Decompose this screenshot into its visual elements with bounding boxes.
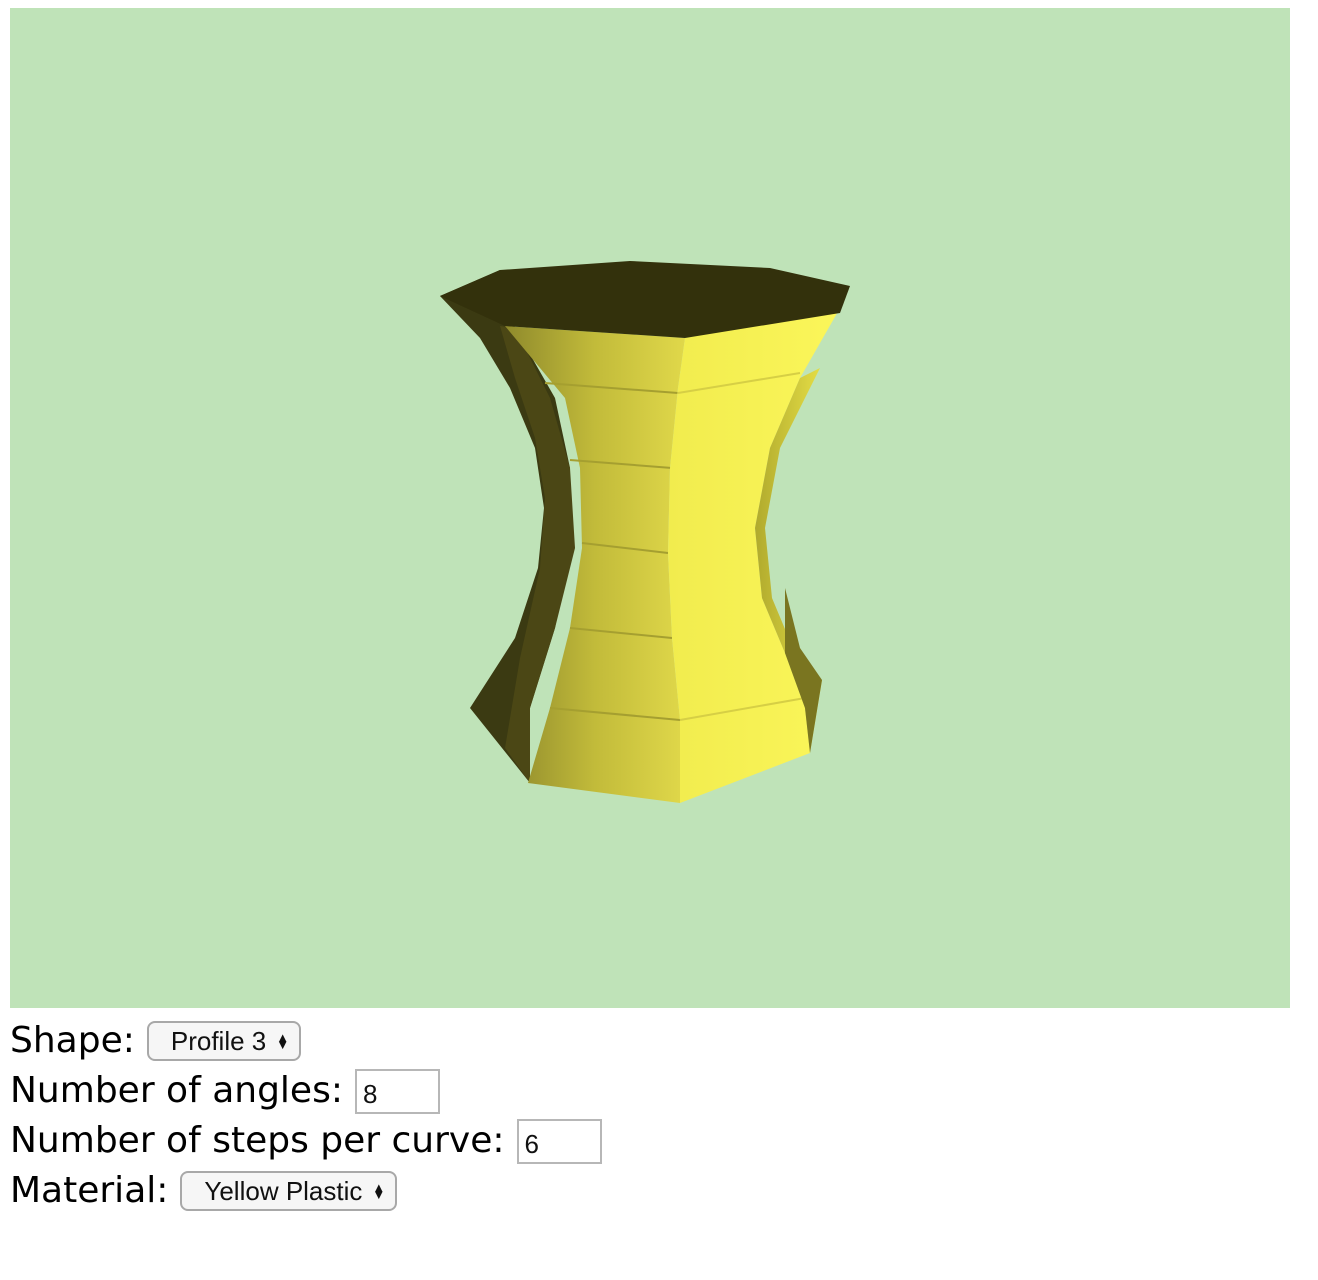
- up-down-chevron-icon: ▲ ▼: [372, 1179, 386, 1202]
- angles-row: Number of angles: 8: [10, 1066, 602, 1116]
- vase-top-opening: [440, 261, 850, 338]
- angles-input[interactable]: 8: [354, 1068, 440, 1114]
- steps-label: Number of steps per curve:: [10, 1120, 505, 1161]
- vase-band-lines: [544, 382, 681, 721]
- material-select[interactable]: Yellow Plastic ▲ ▼: [180, 1171, 398, 1211]
- shape-label: Shape:: [10, 1020, 135, 1061]
- steps-input[interactable]: 6: [516, 1118, 602, 1164]
- vase-front-right-face: [668, 308, 840, 803]
- vase-far-right-face: [755, 368, 822, 753]
- angles-label: Number of angles:: [10, 1070, 343, 1111]
- up-down-chevron-icon: ▲ ▼: [276, 1029, 290, 1052]
- shape-select-value: Profile 3: [170, 1026, 267, 1056]
- material-label: Material:: [10, 1170, 169, 1211]
- shape-row: Shape: Profile 3 ▲ ▼: [10, 1016, 602, 1066]
- controls-panel: Shape: Profile 3 ▲ ▼ Number of angles: 8 …: [10, 1016, 602, 1216]
- vase-left-face: [500, 326, 575, 783]
- 3d-viewport[interactable]: [10, 8, 1290, 1008]
- steps-row: Number of steps per curve: 6: [10, 1116, 602, 1166]
- material-select-value: Yellow Plastic: [204, 1176, 363, 1206]
- vase-model: [440, 261, 850, 803]
- vase-front-left-face: [505, 326, 685, 803]
- shape-select[interactable]: Profile 3 ▲ ▼: [146, 1021, 302, 1061]
- material-row: Material: Yellow Plastic ▲ ▼: [10, 1166, 602, 1216]
